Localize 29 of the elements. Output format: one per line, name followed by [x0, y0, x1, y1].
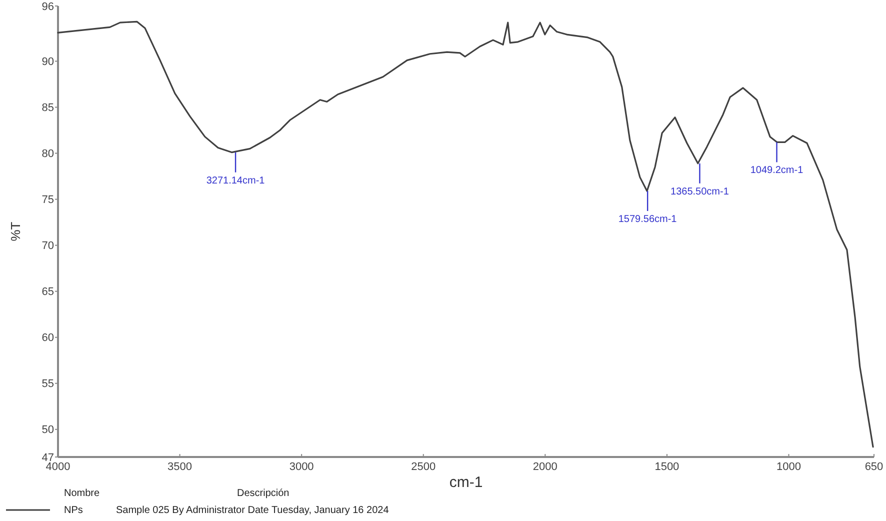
y-tick-label: 65 [42, 286, 54, 298]
legend-label: NPs [64, 505, 83, 516]
x-tick-label: 3500 [168, 461, 192, 473]
x-tick-label: 4000 [46, 461, 70, 473]
text: Sample 025 By Administrator Date Tuesday, January 16 2024 [116, 505, 390, 516]
y-tick-label: 50 [42, 424, 54, 436]
text: Descripción [237, 488, 290, 499]
y-tick-label: 70 [42, 240, 54, 252]
x-tick-label: 3000 [289, 461, 314, 473]
y-tick-label: 75 [42, 194, 54, 206]
y-tick-label: 90 [42, 56, 54, 68]
y-tick-label: 55 [42, 378, 54, 390]
x-axis-title: cm-1 [449, 474, 483, 491]
annotation: 3271.14cm-1 [206, 175, 266, 186]
x-tick-label: 2500 [411, 461, 436, 473]
y-axis-title: %T [8, 222, 23, 242]
y-tick-label: 80 [42, 148, 54, 160]
x-tick-label: 1500 [654, 461, 680, 473]
x-tick-label: 650 [864, 461, 884, 473]
y-tick-label: 85 [42, 102, 54, 114]
line-series [57, 20, 874, 448]
annotation: 1579.56cm-1 [618, 214, 678, 225]
x-tick-label: 1000 [776, 461, 801, 473]
y-tick-label: 60 [42, 332, 54, 344]
legend-title: Nombre [64, 488, 100, 499]
annotation: 1049.2cm-1 [750, 165, 804, 176]
annotation: 1365.50cm-1 [670, 186, 730, 198]
y-tick-label: 96 [42, 0, 54, 13]
x-tick-label: 2000 [532, 461, 558, 473]
